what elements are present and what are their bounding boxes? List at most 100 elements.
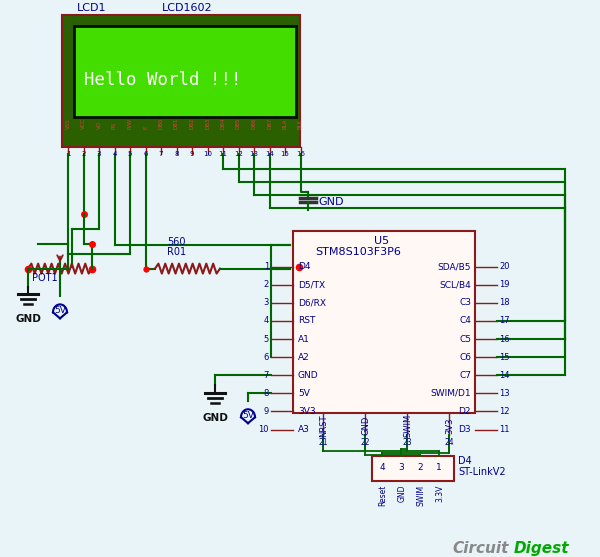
Text: 13: 13	[499, 389, 509, 398]
Text: VCC: VCC	[81, 118, 86, 129]
Text: 2: 2	[417, 463, 423, 472]
Text: D5/TX: D5/TX	[298, 280, 325, 289]
Text: A3: A3	[298, 425, 310, 434]
Text: 1: 1	[264, 262, 269, 271]
Text: POT1: POT1	[32, 272, 58, 282]
Text: NRST: NRST	[320, 414, 329, 437]
Text: R/W: R/W	[128, 118, 133, 129]
Text: 22: 22	[360, 438, 370, 447]
Text: SWIM/D1: SWIM/D1	[430, 389, 471, 398]
Text: GND: GND	[15, 314, 41, 324]
Text: 5V: 5V	[54, 306, 66, 315]
Text: E: E	[143, 126, 148, 129]
Text: 5: 5	[264, 335, 269, 344]
Text: A2: A2	[298, 353, 310, 361]
Text: Digest: Digest	[514, 541, 569, 556]
Text: 6: 6	[143, 151, 148, 157]
Text: SWIM: SWIM	[416, 485, 425, 506]
Text: D3: D3	[458, 425, 471, 434]
Text: 17: 17	[499, 316, 509, 325]
Text: 24: 24	[444, 438, 454, 447]
Text: 14: 14	[499, 371, 509, 380]
Text: 4: 4	[379, 463, 385, 472]
Text: 1: 1	[436, 463, 442, 472]
Text: DB1: DB1	[174, 118, 179, 129]
Text: C5: C5	[459, 335, 471, 344]
Text: VO: VO	[97, 121, 101, 129]
Text: 9: 9	[190, 151, 194, 157]
Text: 15: 15	[281, 151, 289, 157]
Text: 20: 20	[499, 262, 509, 271]
Text: 4: 4	[112, 151, 116, 157]
Text: 5V: 5V	[242, 411, 254, 420]
Bar	[372, 456, 454, 481]
Text: 14: 14	[265, 151, 274, 157]
Text: SWIM: SWIM	[404, 414, 413, 437]
Text: GND: GND	[298, 371, 319, 380]
Text: RS: RS	[112, 122, 117, 129]
Text: D2: D2	[458, 407, 471, 416]
Text: Hello World !!!: Hello World !!!	[84, 71, 241, 89]
Text: C3: C3	[459, 299, 471, 307]
Text: 9: 9	[264, 407, 269, 416]
Text: 23: 23	[402, 438, 412, 447]
Text: VSS: VSS	[65, 119, 71, 129]
Text: 15: 15	[499, 353, 509, 361]
Text: R01: R01	[167, 247, 186, 257]
Text: GND: GND	[398, 485, 407, 502]
Text: LCD1602: LCD1602	[162, 3, 212, 13]
Text: 12: 12	[499, 407, 509, 416]
Text: SCL/B4: SCL/B4	[439, 280, 471, 289]
Text: DB6: DB6	[251, 118, 257, 129]
Text: 19: 19	[499, 280, 509, 289]
Text: D6/RX: D6/RX	[298, 299, 326, 307]
Text: 12: 12	[234, 151, 243, 157]
Text: 2: 2	[264, 280, 269, 289]
Text: C4: C4	[459, 316, 471, 325]
Text: 3V3: 3V3	[445, 418, 455, 434]
Text: BLA: BLA	[283, 119, 287, 129]
Text: STM8S103F3P6: STM8S103F3P6	[315, 247, 401, 257]
Text: 3V3: 3V3	[298, 407, 316, 416]
Text: 16: 16	[499, 335, 509, 344]
Text: D4: D4	[458, 456, 472, 466]
Text: 21: 21	[318, 438, 328, 447]
Text: 560: 560	[167, 237, 185, 247]
Text: RST: RST	[298, 316, 316, 325]
Text: Circuit: Circuit	[452, 541, 508, 556]
Text: D4: D4	[298, 262, 311, 271]
Bar	[62, 15, 300, 147]
Text: A1: A1	[298, 335, 310, 344]
Text: DB5: DB5	[236, 118, 241, 129]
Text: 11: 11	[499, 425, 509, 434]
Text: 3: 3	[97, 151, 101, 157]
Text: 3: 3	[398, 463, 404, 472]
Text: GND: GND	[361, 416, 371, 436]
Text: 1: 1	[66, 151, 70, 157]
Text: 11: 11	[218, 151, 227, 157]
Text: GND: GND	[318, 197, 343, 207]
Text: C7: C7	[459, 371, 471, 380]
Text: 5: 5	[128, 151, 132, 157]
Text: 5V: 5V	[298, 389, 310, 398]
Text: 2: 2	[82, 151, 86, 157]
Text: 4: 4	[264, 316, 269, 325]
Text: 8: 8	[263, 389, 269, 398]
Text: U5: U5	[374, 236, 389, 246]
Bar	[74, 26, 296, 118]
Text: GND: GND	[202, 413, 228, 423]
Text: 8: 8	[174, 151, 179, 157]
Text: DB4: DB4	[221, 118, 226, 129]
Text: DB0: DB0	[158, 118, 163, 129]
Text: 6: 6	[263, 353, 269, 361]
Text: DB7: DB7	[267, 118, 272, 129]
Text: 3: 3	[263, 299, 269, 307]
Text: 7: 7	[159, 151, 163, 157]
Text: C6: C6	[459, 353, 471, 361]
Text: 10: 10	[259, 425, 269, 434]
Text: 18: 18	[499, 299, 509, 307]
Text: ST-LinkV2: ST-LinkV2	[458, 467, 506, 477]
Text: SDA/B5: SDA/B5	[437, 262, 471, 271]
Bar	[62, 15, 300, 147]
Text: DB2: DB2	[190, 118, 194, 129]
